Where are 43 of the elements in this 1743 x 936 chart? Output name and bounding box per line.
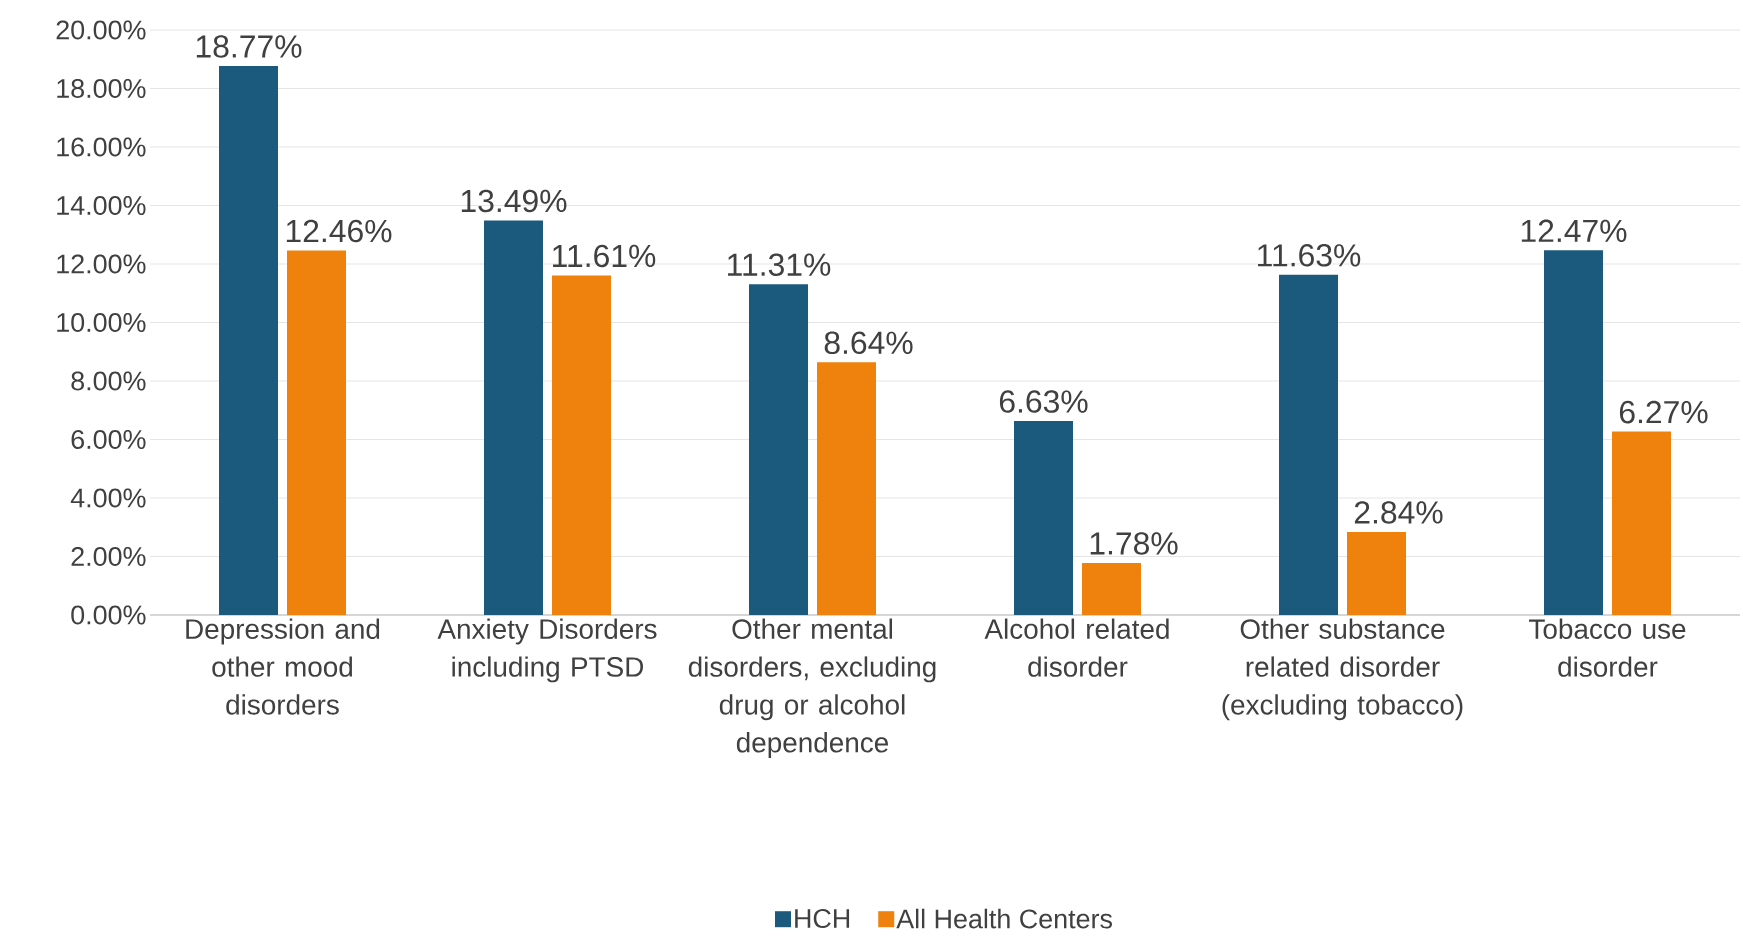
y-tick-label: 18.00% [57,78,146,99]
bar [749,284,808,615]
data-label: 1.78% [1090,532,1178,555]
data-label: 11.63% [1258,244,1361,267]
bar [1544,250,1603,615]
y-tick-label: 4.00% [70,488,146,508]
bar [287,250,346,615]
bar [817,362,876,615]
y-tick-label: 8.00% [71,371,146,391]
bar [1014,421,1073,615]
x-tick-label: Anxiety Disorders including PTSD [437,618,657,683]
data-label: 6.63% [999,390,1088,413]
bar [1279,274,1338,615]
y-tick-label: 10.00% [57,312,146,333]
legend-label: HCH [795,909,850,929]
y-tick-label: 2.00% [71,546,146,567]
data-label: 12.46% [286,219,392,243]
y-tick-label: 14.00% [57,195,146,216]
y-tick-label: 20.00% [56,20,146,40]
bar [1612,431,1671,615]
x-tick-label: Other mental disorders, excluding drug or alcohol dependence [688,618,936,759]
x-tick-label: Alcohol related disorder [984,618,1169,677]
y-tick-label: 0.00% [71,605,146,625]
data-label: 8.64% [824,331,913,355]
y-tick-label: 6.00% [71,429,146,450]
data-label: 6.27% [1619,400,1708,424]
x-tick-label: Depression and other mood disorders [186,618,380,715]
data-label: 12.47% [1521,219,1627,243]
x-tick-label: Tobacco use disorder [1529,618,1686,677]
data-label: 11.61% [553,244,656,268]
bar [484,220,543,615]
data-label: 2.84% [1354,501,1443,524]
bar [219,65,278,615]
legend-label: All Health Centers [896,908,1112,929]
data-label: 18.77% [196,35,302,58]
data-label: 11.31% [728,253,831,276]
y-tick-label: 16.00% [57,137,146,157]
data-label: 13.49% [461,189,567,213]
bar [1082,562,1141,615]
bar [1347,531,1406,615]
bar [552,275,611,615]
x-tick-label: Other substance related disorder (excluding tobacco) [1222,618,1463,721]
y-tick-label: 12.00% [57,254,146,274]
